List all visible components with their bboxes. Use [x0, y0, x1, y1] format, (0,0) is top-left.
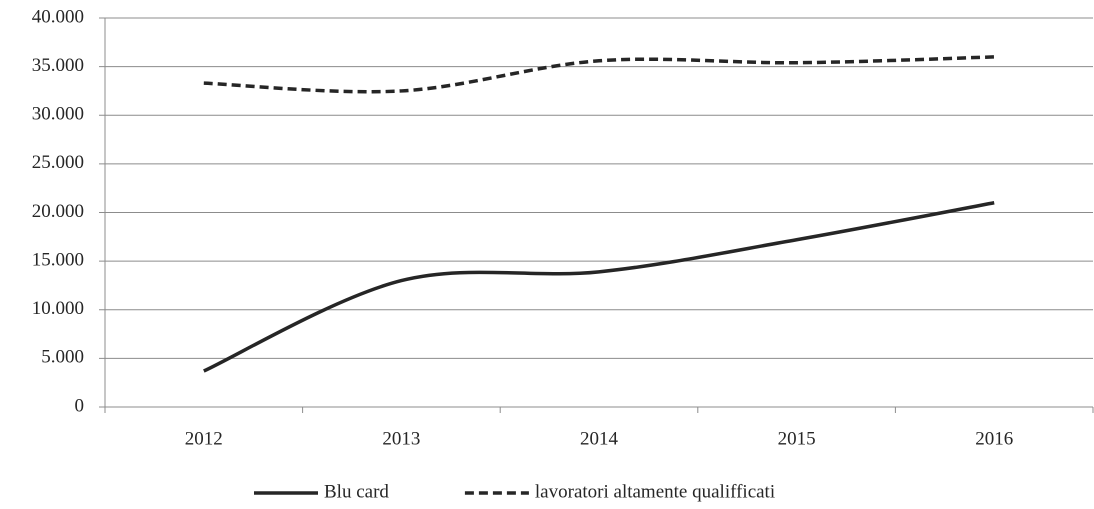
x-tick-label: 2015 — [778, 428, 816, 449]
x-tick-label: 2014 — [580, 428, 619, 449]
y-tick-label: 0 — [75, 395, 85, 416]
x-tick-label: 2016 — [975, 428, 1013, 449]
line — [203, 55, 995, 94]
y-tick-label: 5.000 — [41, 347, 84, 368]
y-tick-label: 35.000 — [32, 55, 84, 76]
legend-label: Blu card — [324, 481, 389, 502]
y-tick-label: 25.000 — [32, 152, 84, 173]
y-tick-label: 40.000 — [32, 6, 84, 27]
y-tick-label: 15.000 — [32, 249, 84, 270]
line — [203, 201, 995, 373]
y-tick-label: 30.000 — [32, 104, 84, 125]
x-tick-label: 2012 — [185, 428, 223, 449]
y-tick-label: 10.000 — [32, 298, 84, 319]
legend-label: lavoratori altamente qualifficati — [535, 481, 775, 502]
y-tick-label: 20.000 — [32, 201, 84, 222]
x-tick-label: 2013 — [382, 428, 420, 449]
